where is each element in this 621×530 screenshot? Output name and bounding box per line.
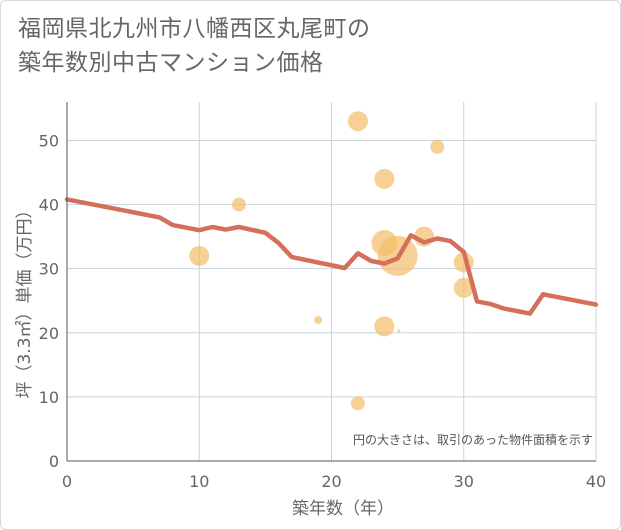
chart-title: 福岡県北九州市八幡西区丸尾町の 築年数別中古マンション価格 xyxy=(18,12,608,80)
scatter-point xyxy=(189,245,210,266)
chart-title-line2: 築年数別中古マンション価格 xyxy=(18,50,324,76)
y-tick-label: 0 xyxy=(49,452,59,471)
scatter-point xyxy=(347,111,368,132)
x-tick-label: 0 xyxy=(62,472,72,491)
scatter-point xyxy=(314,315,323,324)
y-axis-label: 坪（3.3㎡）単価（万円） xyxy=(15,201,35,398)
scatter-point xyxy=(453,277,474,298)
scatter-point xyxy=(374,168,395,189)
scatter-point xyxy=(231,197,246,212)
scatter-point xyxy=(374,316,395,337)
x-tick-label: 40 xyxy=(586,472,606,491)
chart-title-line1: 福岡県北九州市八幡西区丸尾町の xyxy=(18,16,371,42)
y-tick-label: 20 xyxy=(39,324,59,343)
scatter-point xyxy=(430,139,445,154)
scatter-point xyxy=(397,329,401,333)
y-tick-label: 50 xyxy=(39,131,59,150)
tick-labels: 0 10 20 30 40 0 10 20 30 40 50 xyxy=(39,131,607,491)
y-tick-label: 40 xyxy=(39,196,59,215)
x-tick-label: 10 xyxy=(189,472,209,491)
trend-line-path xyxy=(64,197,599,316)
y-tick-label: 30 xyxy=(39,260,59,279)
size-note: 円の大きさは、取引のあった物件面積を示す xyxy=(353,432,593,447)
axes xyxy=(66,102,596,462)
scatter-point xyxy=(350,396,365,411)
grid-lines xyxy=(67,102,597,461)
x-tick-label: 30 xyxy=(454,472,474,491)
trend-line xyxy=(64,197,599,316)
x-axis-label: 築年数（年） xyxy=(292,499,394,519)
y-tick-label: 10 xyxy=(39,388,59,407)
x-tick-label: 20 xyxy=(321,472,341,491)
